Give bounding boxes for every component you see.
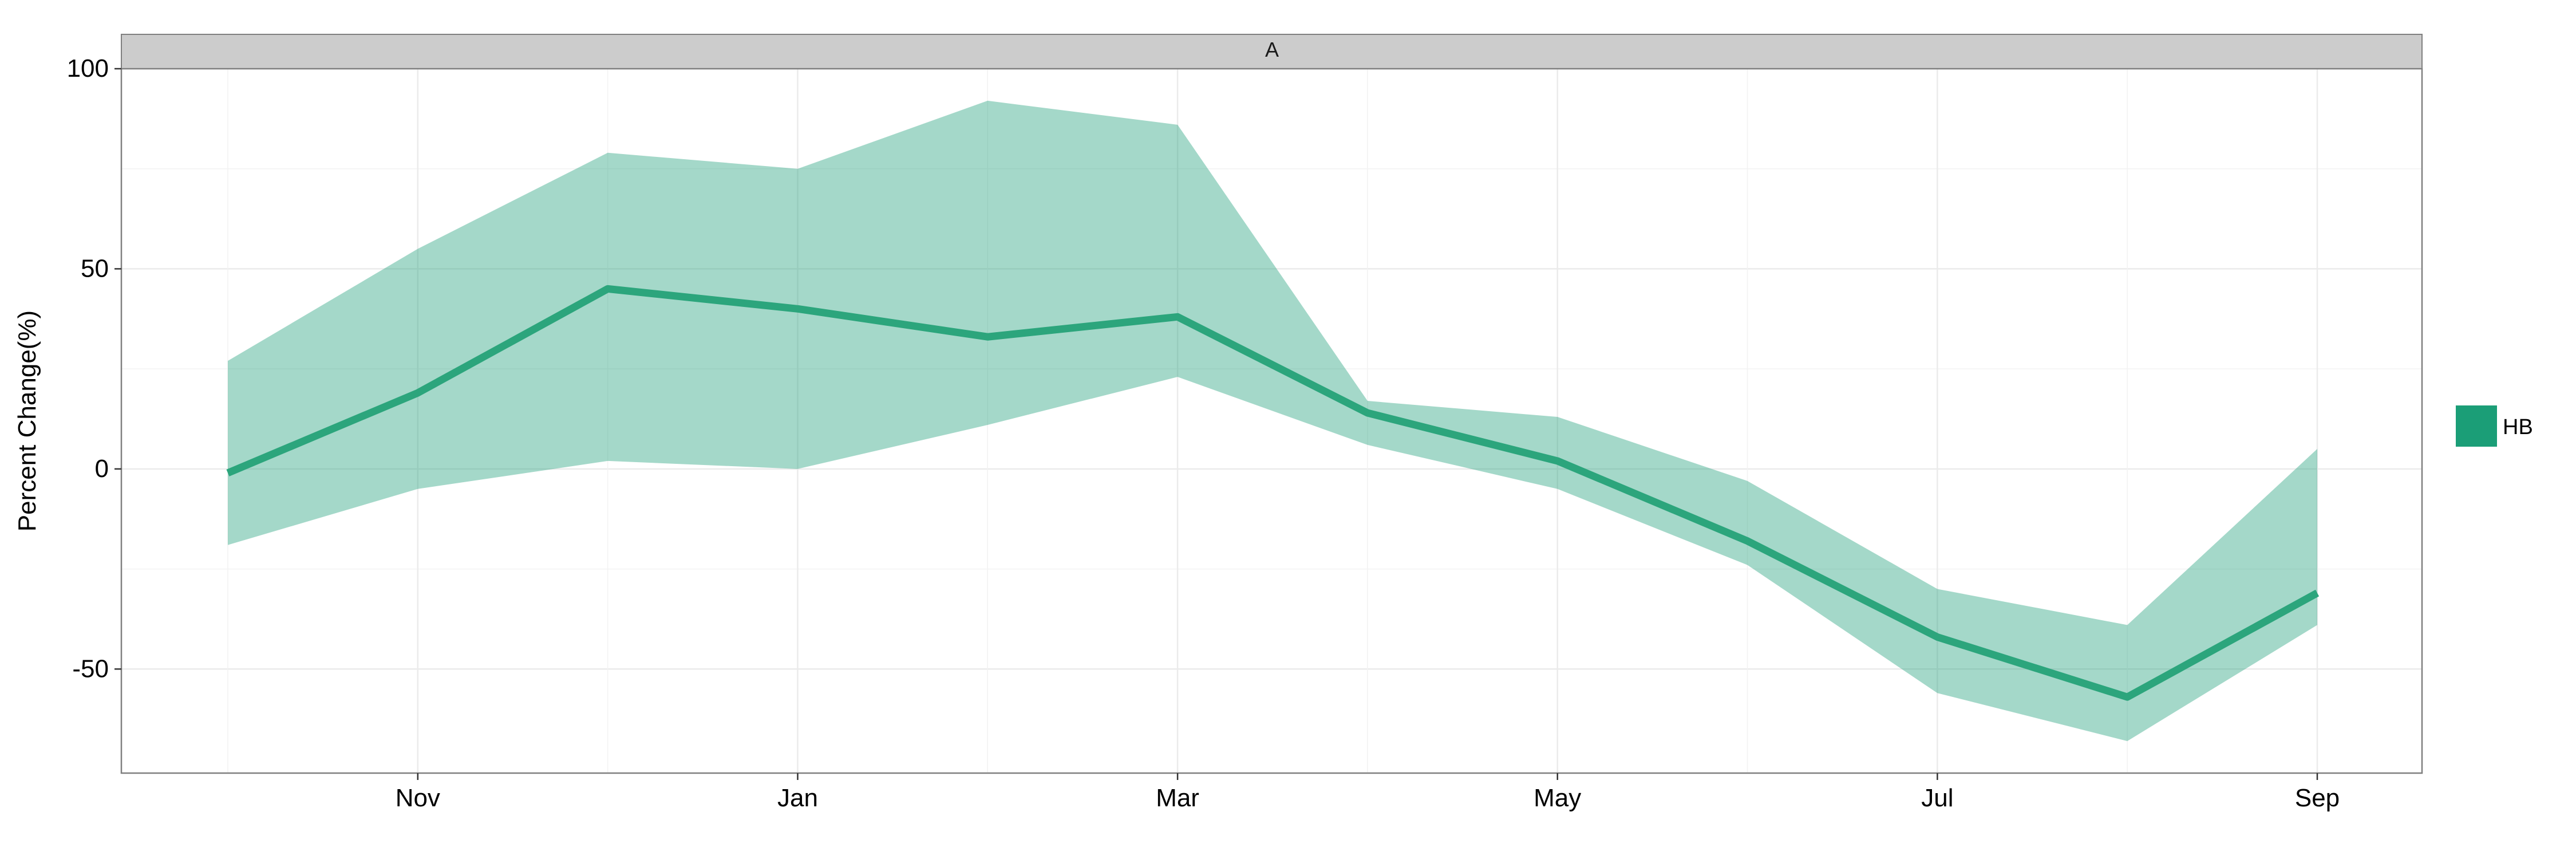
x-tick-label: Nov: [396, 784, 440, 812]
grid-layer: [121, 68, 2422, 773]
legend-key-hb: [2456, 405, 2497, 447]
plot-panel: [121, 69, 2422, 773]
series-line-hb: [226, 285, 2320, 701]
y-tick-label: 100: [67, 54, 109, 82]
x-tick-label: Jan: [777, 784, 818, 812]
y-tick-label: 50: [81, 254, 109, 282]
x-tick-label: Jul: [1921, 784, 1953, 812]
y-axis-title: Percent Change(%): [13, 310, 41, 531]
facet-strip: [121, 34, 2423, 69]
facet-strip-label: A: [1265, 38, 1279, 61]
x-axis: Nov Jan Mar May Jul Sep: [396, 773, 2340, 812]
confidence-band-layer: [228, 100, 2317, 742]
y-tick-label: 0: [95, 455, 109, 483]
x-tick-label: May: [1534, 784, 1581, 812]
series-line-layer: [226, 285, 2320, 701]
x-tick-label: Sep: [2295, 784, 2340, 812]
confidence-band-hb: [228, 100, 2317, 742]
legend: HB: [2456, 405, 2533, 447]
legend-label-hb: HB: [2503, 415, 2533, 439]
panel-border: [120, 68, 2423, 774]
x-tick-label: Mar: [1156, 784, 1199, 812]
y-tick-label: -50: [72, 655, 109, 683]
y-axis: 100 50 0 -50: [67, 54, 121, 683]
